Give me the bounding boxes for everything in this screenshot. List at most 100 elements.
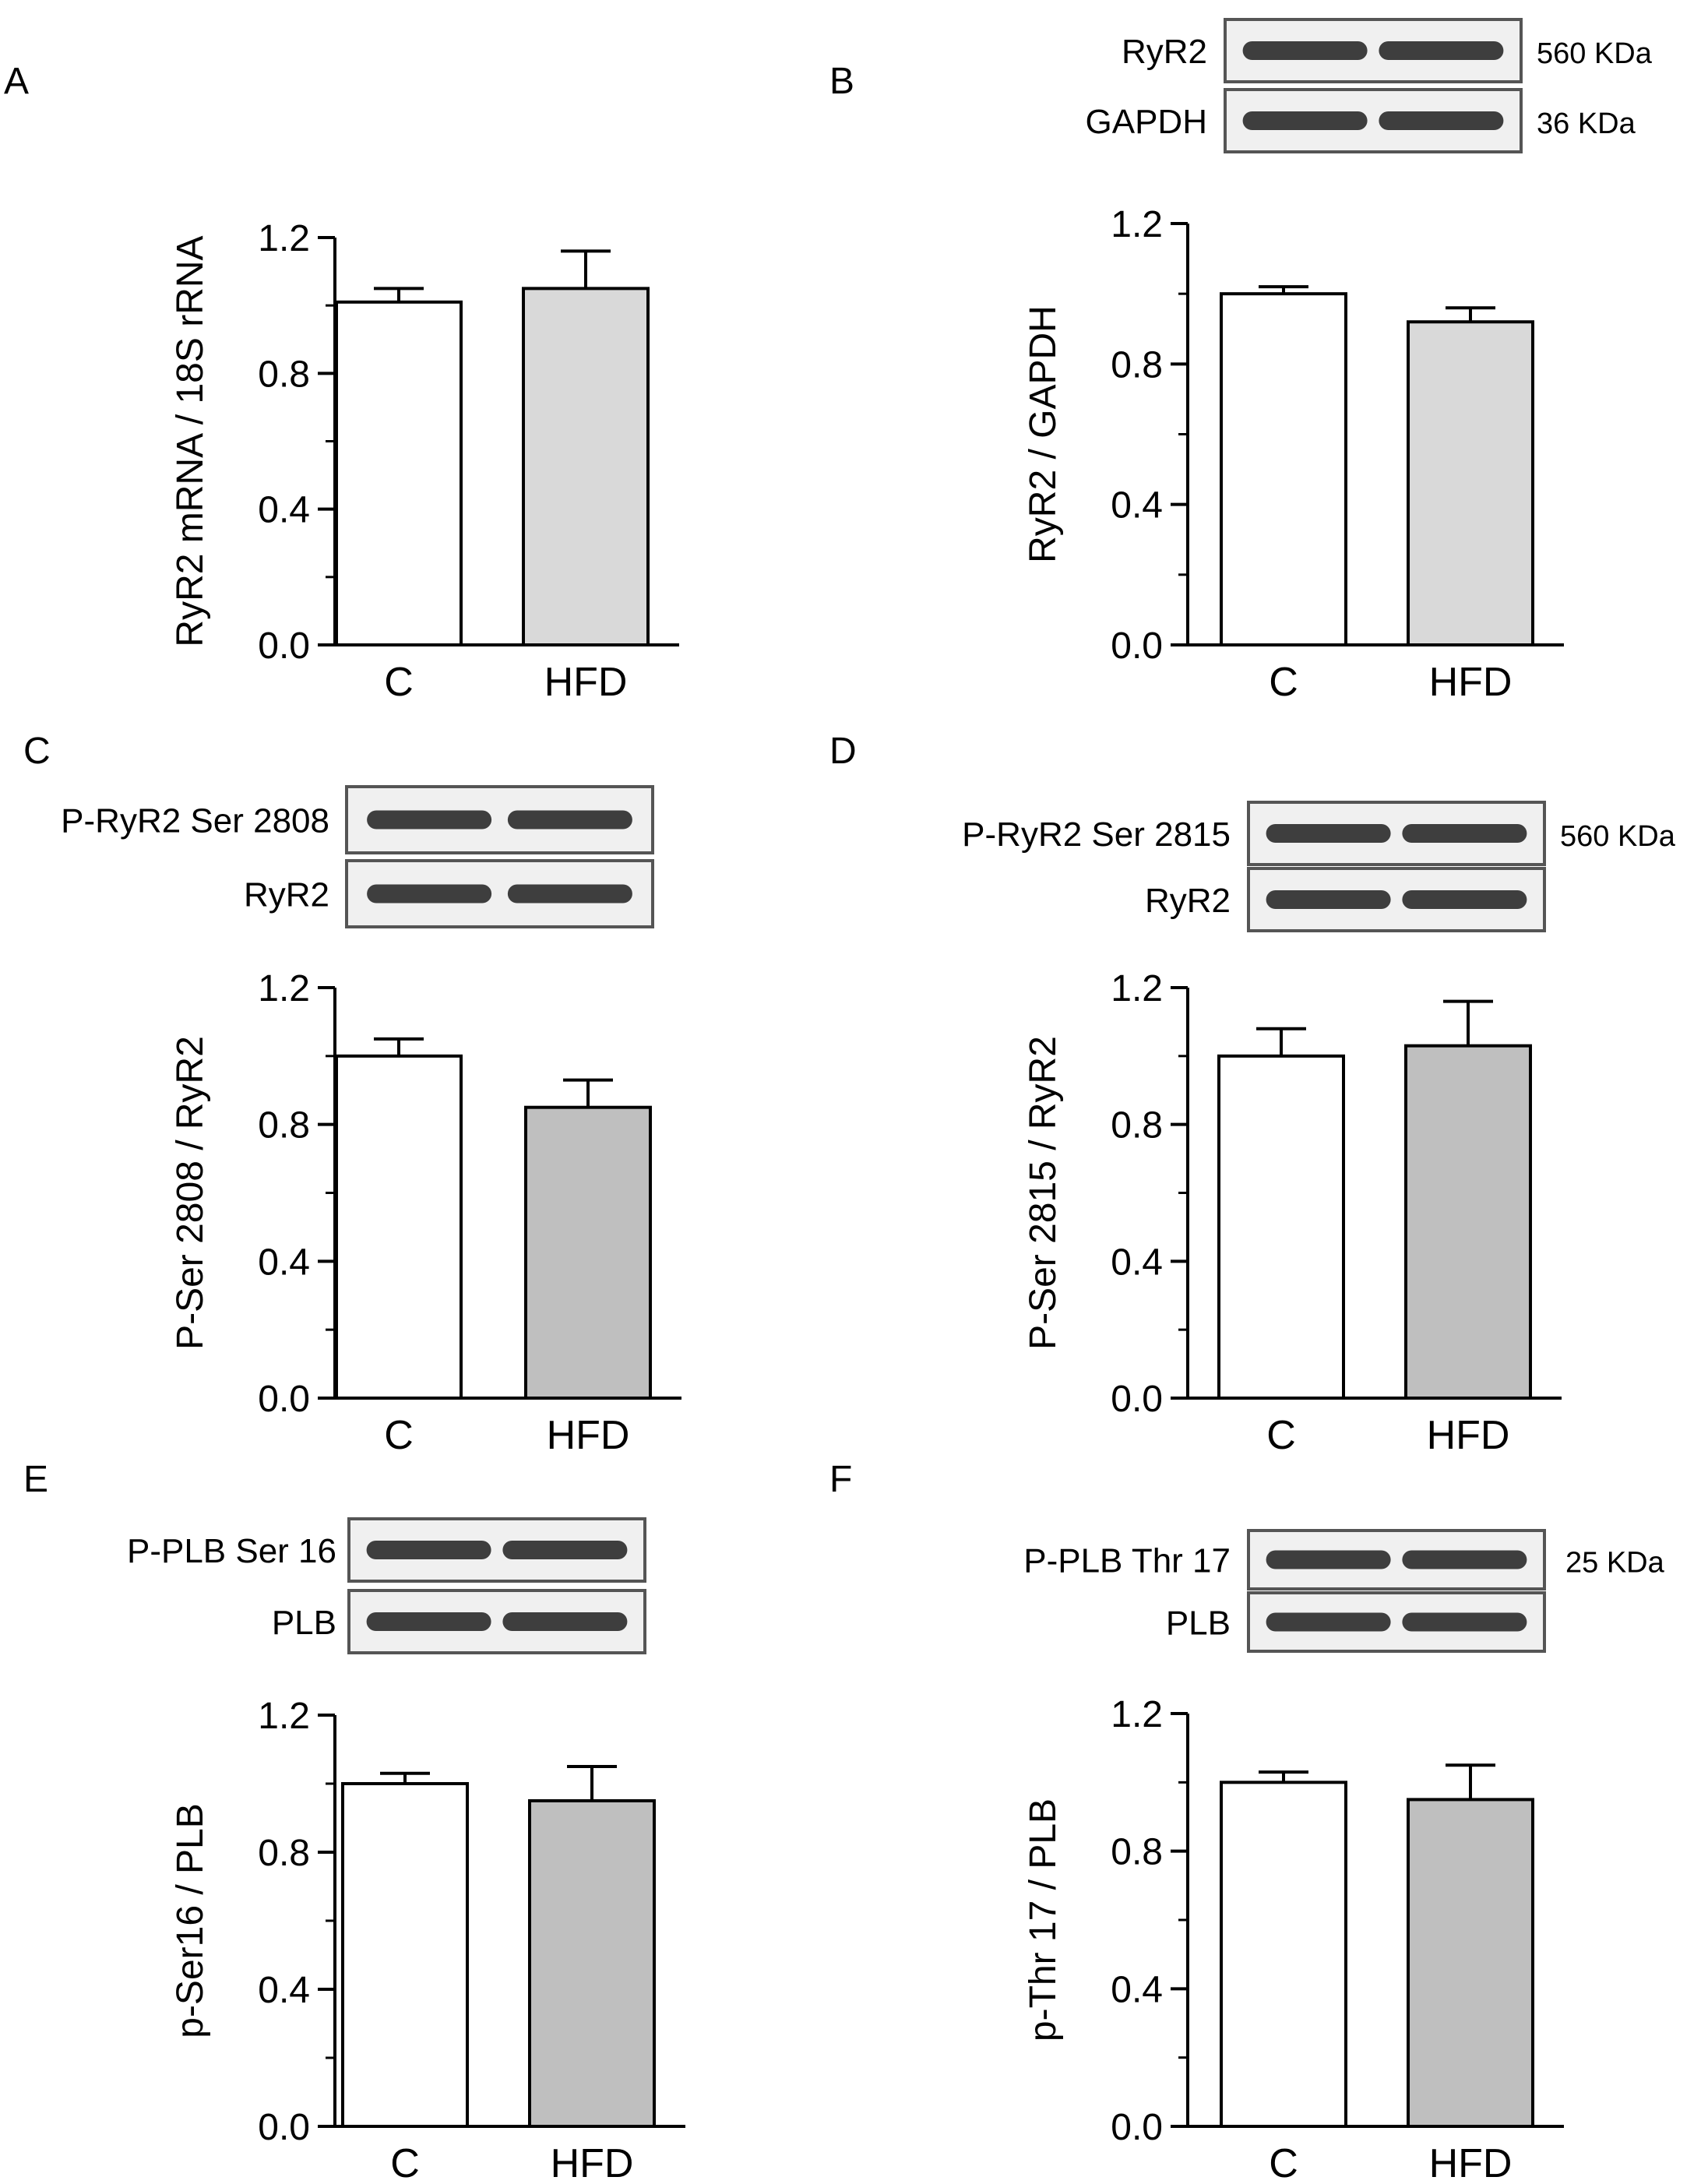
y-tick-label: 1.2	[258, 1696, 310, 1737]
blot-band	[502, 1541, 628, 1559]
blot-label: PLB	[1166, 1605, 1231, 1643]
panel-label: C	[23, 731, 51, 772]
bar-hfd	[524, 1105, 652, 1400]
panel-a: A 0.0 0.4 0.8 1.2 RyR2 mRNA / 18S rRNA C HFD	[4, 61, 679, 705]
x-tick-label: C	[1269, 660, 1298, 705]
y-tick-label: 0.8	[1111, 1105, 1163, 1147]
blot-band	[1266, 1550, 1391, 1569]
y-tick-label: 0.4	[1111, 485, 1163, 527]
blot-band	[1242, 41, 1368, 60]
blot-band	[366, 1541, 491, 1559]
blot-band	[366, 1612, 491, 1631]
y-tick-label: 0.0	[1111, 2107, 1163, 2148]
blot-label: RyR2	[244, 876, 329, 914]
y-tick-label: 1.2	[258, 218, 310, 259]
panel-c: C P-RyR2 Ser 2808 RyR2 0.0 0.4 0.8 1.2 P-Ser 28…	[23, 731, 681, 1458]
bar-hfd	[528, 1799, 656, 2128]
blot-label: GAPDH	[1086, 103, 1207, 141]
panel-label: B	[829, 61, 854, 102]
y-tick-label: 0.4	[1111, 1969, 1163, 2010]
panel-f: F P-PLB Thr 17 25 KDa PLB 0.0 0.4 0.8 1.2 p-Thr …	[829, 1459, 1665, 2184]
y-tick-label: 0.4	[1111, 1242, 1163, 1283]
panel-b: B RyR2 560 KDa GAPDH 36 KDa 0.0 0.4 0.8 1.2 RyR2 …	[829, 18, 1653, 705]
y-tick-label: 1.2	[258, 968, 310, 1009]
blot-label: P-RyR2 Ser 2808	[61, 802, 329, 840]
panel-label: F	[829, 1459, 852, 1500]
y-tick-label: 0.0	[258, 1379, 310, 1420]
y-tick-label: 0.8	[1111, 344, 1163, 386]
y-tick-label: 0.8	[258, 1105, 310, 1147]
blot-size-label: 25 KDa	[1565, 1547, 1665, 1580]
x-tick-label: C	[1266, 1413, 1296, 1458]
x-tick-label: C	[384, 1413, 414, 1458]
blot-size-label: 560 KDa	[1560, 820, 1676, 853]
y-tick-label: 1.2	[1111, 1694, 1163, 1735]
blot-band	[367, 884, 492, 904]
blot-label: P-RyR2 Ser 2815	[962, 815, 1231, 854]
y-tick-label: 0.8	[258, 354, 310, 395]
x-tick-label: HFD	[551, 2141, 634, 2184]
bar-hfd	[1407, 1798, 1534, 2129]
blot-band	[507, 884, 632, 904]
x-tick-label: C	[384, 660, 414, 705]
blot-band	[1266, 1612, 1391, 1632]
bar-c	[1220, 292, 1347, 646]
bar-hfd	[522, 287, 650, 646]
y-axis-title: RyR2 mRNA / 18S rRNA	[170, 235, 211, 646]
blot-band	[1402, 890, 1527, 909]
x-tick-label: HFD	[544, 660, 628, 705]
x-tick-label: HFD	[1429, 660, 1513, 705]
blot-label: RyR2	[1145, 882, 1231, 920]
blot-band	[1402, 824, 1527, 843]
y-axis-title: P-Ser 2815 / RyR2	[1023, 1036, 1064, 1350]
x-tick-label: C	[1269, 2141, 1298, 2184]
blot-size-label: 560 KDa	[1537, 37, 1653, 70]
y-axis-title: p-Ser16 / PLB	[170, 1803, 211, 2038]
y-tick-label: 0.0	[258, 2107, 310, 2148]
bar-hfd	[1404, 1044, 1532, 1400]
bar-c	[1220, 1781, 1347, 2128]
blot-label: P-PLB Thr 17	[1023, 1542, 1231, 1580]
x-tick-label: C	[390, 2141, 420, 2184]
y-tick-label: 0.0	[258, 625, 310, 667]
y-tick-label: 0.4	[258, 490, 310, 531]
panel-label: D	[829, 731, 857, 772]
bar-hfd	[1407, 320, 1534, 646]
y-tick-label: 0.4	[258, 1970, 310, 2011]
y-tick-label: 1.2	[1111, 968, 1163, 1009]
x-tick-label: HFD	[547, 1413, 630, 1458]
y-tick-label: 0.0	[1111, 1379, 1163, 1420]
blot-label: PLB	[272, 1604, 336, 1642]
blot-band	[1266, 824, 1391, 843]
blot-label: RyR2	[1122, 33, 1207, 71]
y-axis-title: p-Thr 17 / PLB	[1023, 1798, 1064, 2041]
blot-band	[1379, 41, 1504, 60]
bar-c	[1217, 1054, 1345, 1400]
blot-band	[507, 810, 632, 830]
panel-d: D P-RyR2 Ser 2815 560 KDa RyR2 0.0 0.4 0.8 1.2 P…	[829, 731, 1676, 1458]
y-tick-label: 0.8	[258, 1833, 310, 1874]
x-tick-label: HFD	[1427, 1413, 1510, 1458]
y-tick-label: 0.8	[1111, 1832, 1163, 1873]
blot-band	[367, 810, 492, 830]
bar-c	[341, 1782, 469, 2128]
blot-band	[1266, 890, 1391, 909]
blot-band	[1242, 111, 1368, 130]
panel-label: E	[23, 1459, 48, 1500]
y-tick-label: 0.4	[258, 1242, 310, 1283]
blot-size-label: 36 KDa	[1537, 107, 1636, 140]
blot-band	[502, 1612, 628, 1631]
blot-band	[1402, 1550, 1527, 1569]
blot-band	[1379, 111, 1504, 130]
blot-band	[1402, 1612, 1527, 1632]
bar-c	[335, 1054, 463, 1400]
y-tick-label: 0.0	[1111, 625, 1163, 667]
blot-label: P-PLB Ser 16	[127, 1532, 336, 1570]
bar-c	[335, 300, 463, 646]
panel-label: A	[4, 61, 29, 102]
y-tick-label: 1.2	[1111, 204, 1163, 245]
y-axis-title: P-Ser 2808 / RyR2	[170, 1036, 211, 1350]
x-tick-label: HFD	[1429, 2141, 1513, 2184]
panel-e: E P-PLB Ser 16 PLB 0.0 0.4 0.8 1.2 p-Ser16 / PL…	[23, 1459, 685, 2184]
